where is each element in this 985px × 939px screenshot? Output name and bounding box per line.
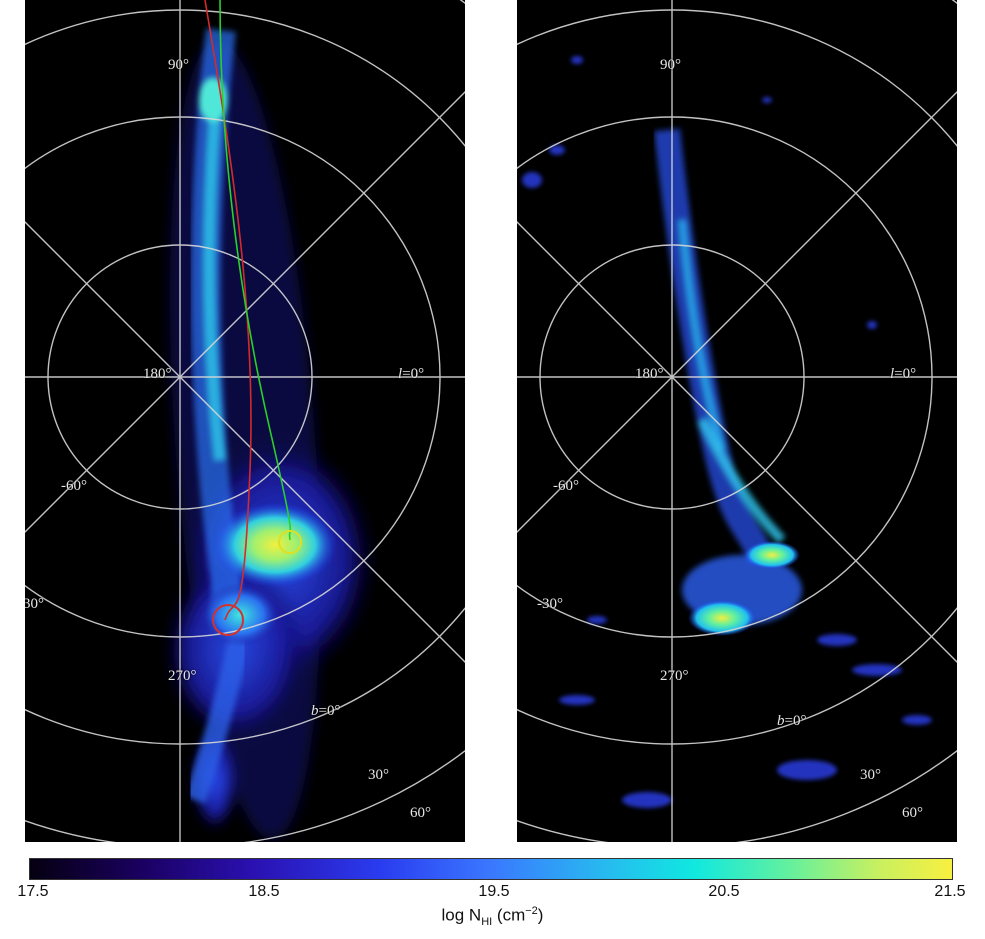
label-lat-90: 90° [168,57,189,73]
right-hi-map-panel: 90° 180° l=0° -60° -30° 270° b=0° 30° 60… [517,0,957,842]
colorbar-title: log NHI (cm−2) [441,905,544,929]
label-lon-180: 180° [635,366,664,382]
label-lat-m60: -60° [553,478,579,494]
label-lon-0: l=0° [398,366,425,382]
smc-marker [212,604,244,636]
colorbar-tick: 21.5 [934,883,966,900]
label-lat-30: 30° [368,767,389,783]
left-hi-map-image [25,0,465,842]
label-lat-0: b=0° [777,713,807,729]
label-lat-30: 30° [860,767,881,783]
label-lat-m30: -30° [25,596,44,612]
colorbar-tick: 19.5 [478,883,510,900]
left-hi-map-panel: 90° 180° l=0° -60° -30° 270° b=0° 30° 60… [25,0,465,842]
label-lon-180: 180° [143,366,172,382]
label-lon-270: 270° [660,668,689,684]
label-lon-0: l=0° [890,366,917,382]
colorbar-tick: 20.5 [708,883,740,900]
colorbar-tick: 17.5 [17,883,49,900]
label-lon-270: 270° [168,668,197,684]
colorbar-tick: 18.5 [248,883,280,900]
label-lat-60: 60° [410,805,431,821]
lmc-marker [278,530,302,554]
label-lat-m60: -60° [61,478,87,494]
label-lat-0: b=0° [311,703,341,719]
label-lat-90: 90° [660,57,681,73]
label-lat-60: 60° [902,805,923,821]
right-hi-map-image [517,0,957,842]
colorbar [29,858,953,880]
label-lat-m30: -30° [537,596,563,612]
